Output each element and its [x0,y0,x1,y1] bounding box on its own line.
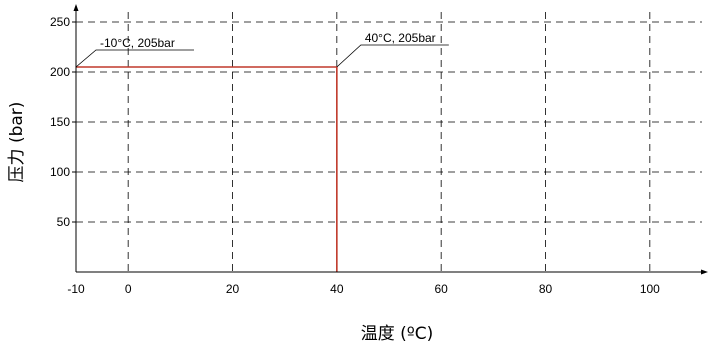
series-line-0 [76,66,338,272]
y-tick-labels: 50 100 150 200 250 [50,15,76,229]
y-axis-arrow [73,4,79,11]
x-tick-labels: -10 0 20 40 60 80 100 [67,282,660,296]
y-tick-label-250: 250 [50,15,70,29]
x-tick-label-60: 60 [434,282,448,296]
x-gridlines [127,12,651,272]
x-tick-label--10: -10 [67,282,85,296]
annotations: -10°C, 205bar 40°C, 205bar [75,31,449,68]
y-gridlines [76,21,702,223]
x-tick-label-0: 0 [125,282,132,296]
x-tick-label-20: 20 [226,282,240,296]
y-axis-title: 压力 (bar) [7,102,27,183]
x-axis-arrow [701,269,708,275]
annotation-leader-1 [336,44,449,68]
annotation-leader-0 [75,49,194,68]
x-tick-label-100: 100 [640,282,660,296]
annotation-1: 40°C, 205bar [336,31,449,68]
series-layer [76,66,338,272]
x-axis-title: 温度 (ºC) [361,324,434,344]
y-tick-label-100: 100 [50,165,70,179]
y-tick-label-150: 150 [50,115,70,129]
annotation-label-0: -10°C, 205bar [100,36,175,50]
axes [73,4,708,275]
y-tick-label-200: 200 [50,65,70,79]
x-tick-label-80: 80 [539,282,553,296]
annotation-label-1: 40°C, 205bar [365,31,436,45]
x-tick-label-40: 40 [330,282,344,296]
annotation-0: -10°C, 205bar [75,36,194,68]
y-tick-label-50: 50 [57,215,71,229]
